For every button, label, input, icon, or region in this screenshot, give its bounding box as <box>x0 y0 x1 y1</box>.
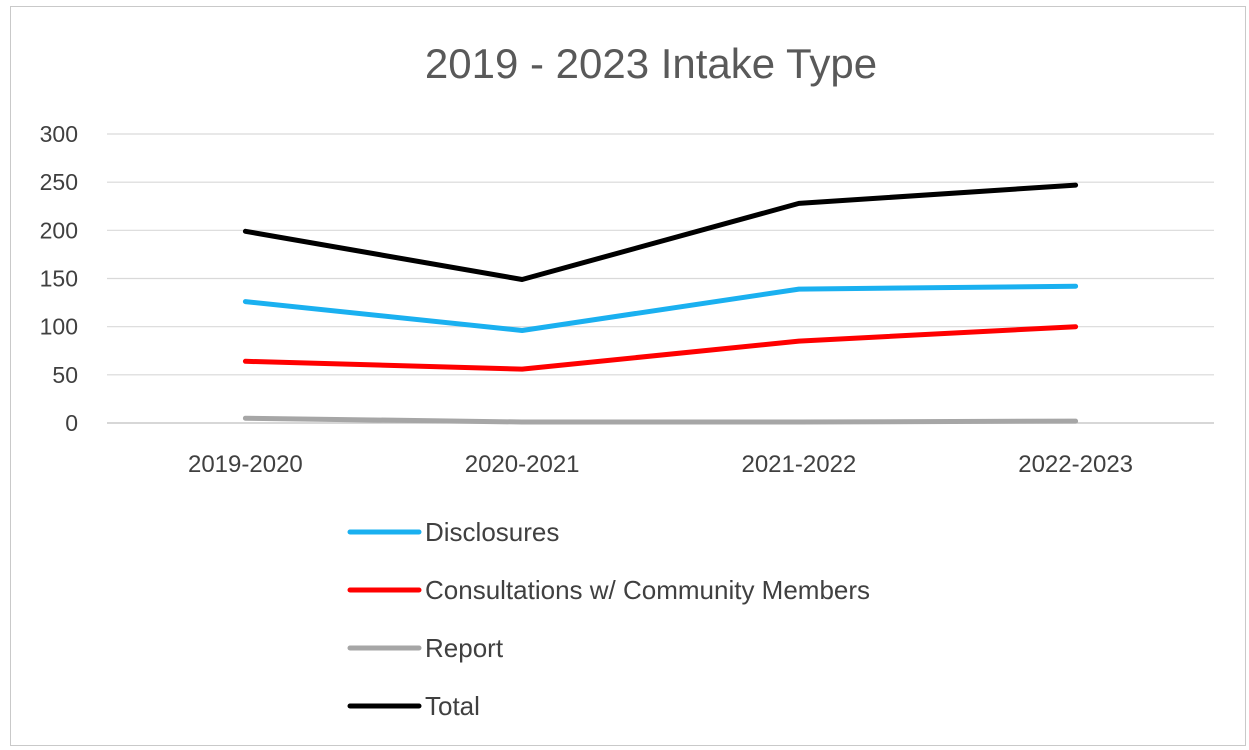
y-tick-label: 300 <box>40 121 78 147</box>
legend-item-disclosures: Disclosures <box>347 517 559 547</box>
legend-label: Total <box>425 691 480 721</box>
y-tick-label: 150 <box>40 266 78 292</box>
legend-label: Consultations w/ Community Members <box>425 575 870 605</box>
series-line-disclosures <box>242 283 1079 333</box>
y-tick-label: 100 <box>40 314 78 340</box>
series-line-consultations-w-community-members <box>242 324 1079 372</box>
chart-frame <box>10 6 1246 746</box>
x-tick-label: 2022-2023 <box>1018 451 1133 478</box>
legend: Disclosures Consultations w/ Community Me… <box>347 517 870 721</box>
series-line-total <box>242 182 1079 282</box>
chart-title: 2019 - 2023 Intake Type <box>425 40 877 87</box>
legend-label: Disclosures <box>425 517 559 547</box>
x-tick-label: 2019-2020 <box>188 451 303 478</box>
x-tick-label: 2021-2022 <box>741 451 856 478</box>
legend-item-consultations-w-community-members: Consultations w/ Community Members <box>347 575 870 605</box>
y-tick-label: 250 <box>40 169 78 195</box>
x-tick-label: 2020-2021 <box>465 451 580 478</box>
legend-item-report: Report <box>347 633 504 663</box>
legend-label: Report <box>425 633 504 663</box>
series-line-report <box>242 415 1079 425</box>
y-tick-label: 0 <box>65 410 78 436</box>
x-axis-ticks: 2019-2020 2020-2021 2021-2022 2022-2023 <box>188 451 1133 478</box>
y-tick-label: 200 <box>40 217 78 243</box>
y-axis-ticks: 0 50 100 150 200 250 300 <box>40 121 78 436</box>
y-tick-label: 50 <box>52 362 78 388</box>
grid-lines <box>107 133 1214 424</box>
series-lines <box>242 182 1079 425</box>
legend-item-total: Total <box>347 691 480 721</box>
